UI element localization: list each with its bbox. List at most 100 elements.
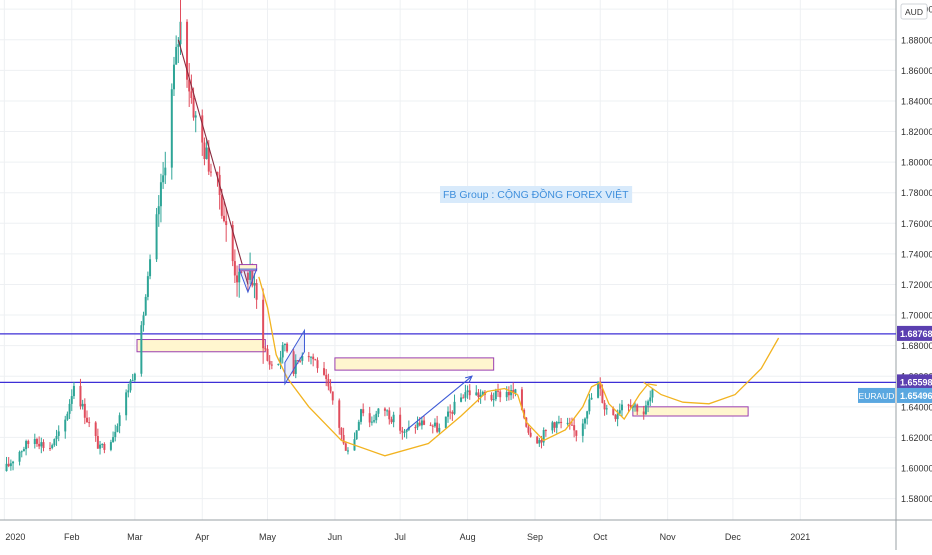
candle-body (551, 422, 554, 431)
candle-body (38, 443, 41, 447)
candle-body (375, 413, 378, 421)
candle-body (370, 421, 373, 423)
wedge-drawing[interactable] (284, 328, 305, 386)
price-tick-label: 1.64000 (901, 402, 932, 412)
candle-body (388, 410, 391, 420)
trendline[interactable] (177, 39, 249, 285)
candle-body (420, 420, 423, 426)
candle-body (510, 390, 513, 396)
candle-body (584, 418, 587, 424)
grid (0, 0, 896, 520)
candle-body (201, 115, 204, 143)
candle-body (25, 441, 28, 450)
candle-body (436, 422, 439, 432)
candle-body (314, 359, 317, 361)
candle-body (599, 381, 602, 389)
rectangle-zone[interactable] (136, 339, 266, 353)
candle-body (70, 396, 73, 404)
candle-body (377, 408, 380, 414)
candle-body (403, 431, 406, 433)
candle-body (155, 214, 158, 260)
candle-body (268, 360, 271, 365)
time-tick-label: 2021 (790, 532, 810, 542)
annotation-background (440, 186, 633, 203)
candle-body (301, 355, 304, 361)
candle-body (66, 413, 69, 420)
candle-body (631, 405, 634, 408)
price-axis[interactable]: 1.580001.600001.620001.640001.660001.680… (901, 5, 932, 504)
triangle-drawing[interactable] (238, 268, 258, 294)
candle-body (453, 401, 456, 414)
price-label[interactable]: EURAUD 1.65496 (858, 387, 932, 403)
arrow-head[interactable] (464, 375, 473, 383)
symbol-tag-text: EURAUD (859, 391, 895, 401)
candle-body (223, 215, 225, 222)
price-tick-label: 1.80000 (901, 158, 932, 168)
price-tick-label: 1.74000 (901, 249, 932, 259)
candle-body (373, 420, 376, 422)
curve-drawing[interactable] (599, 382, 657, 421)
price-label[interactable]: 1.65598 (897, 374, 932, 390)
time-tick-label: Aug (460, 532, 476, 542)
candle-body (281, 345, 284, 358)
candle-body (42, 442, 45, 448)
candle-body (144, 296, 147, 316)
candle-body (542, 430, 545, 443)
candle-body (368, 413, 371, 423)
currency-label[interactable]: AUD (900, 3, 928, 20)
candle-body (283, 343, 286, 346)
candle-body (94, 422, 97, 437)
candle-body (64, 419, 67, 432)
candle-body (586, 411, 589, 419)
time-tick-label: Oct (593, 532, 608, 542)
candle-body (177, 44, 180, 47)
time-tick-label: Jun (328, 532, 343, 542)
candle-body (357, 421, 360, 431)
rectangle-zone[interactable] (334, 357, 495, 371)
candle-body (225, 221, 228, 226)
candle-body (360, 409, 363, 422)
candle-body (433, 422, 436, 427)
time-tick-label: Sep (527, 532, 543, 542)
candle-body (286, 343, 289, 352)
candle-body (190, 91, 193, 98)
candle-body (83, 403, 86, 418)
price-label[interactable]: 1.68768 (897, 325, 932, 341)
arrow-line[interactable] (406, 375, 473, 431)
candle-body (329, 386, 332, 392)
candle-body (312, 356, 315, 360)
small-rectangle[interactable] (238, 264, 258, 272)
candle-body (246, 272, 249, 280)
candle-body (7, 463, 10, 467)
candle-body (81, 403, 84, 407)
price-tick-label: 1.58000 (901, 494, 932, 504)
candle-body (159, 182, 162, 207)
candle-body (266, 348, 269, 361)
curve-drawing[interactable] (643, 337, 780, 405)
candle-body (614, 415, 617, 420)
candle-body (338, 400, 341, 428)
candle-body (555, 422, 558, 428)
candle-body (249, 268, 252, 280)
candle-body (253, 283, 256, 286)
candle-body (129, 380, 132, 391)
candle-body (309, 356, 312, 358)
candle-body (323, 368, 326, 375)
candle-body (18, 451, 21, 462)
candle-body (316, 360, 319, 369)
curve-drawing[interactable] (516, 381, 601, 442)
candles (5, 0, 654, 472)
symbol-tag (858, 387, 895, 403)
rectangle-zone[interactable] (632, 406, 749, 417)
candle-body (209, 171, 212, 173)
curve-drawing[interactable] (258, 276, 518, 457)
candle-body (392, 414, 395, 423)
candle-body (475, 392, 478, 396)
time-axis[interactable]: 2020 Feb Mar Apr May Jun Jul Aug Sep Oct Nov Dec 202… (5, 532, 810, 542)
candle-body (447, 411, 449, 417)
price-label-text: 1.68768 (900, 329, 932, 339)
candle-body (581, 423, 584, 436)
annotation[interactable]: FB Group : CỘNG ĐỒNG FOREX VIỆT (440, 186, 633, 203)
